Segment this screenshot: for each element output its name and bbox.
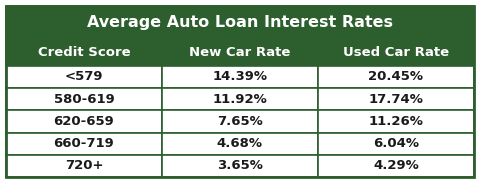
Bar bbox=[6, 6, 474, 39]
Bar bbox=[318, 88, 474, 110]
Bar bbox=[162, 39, 318, 66]
Bar bbox=[318, 132, 474, 155]
Bar bbox=[6, 132, 162, 155]
Text: Used Car Rate: Used Car Rate bbox=[343, 46, 449, 59]
Bar bbox=[6, 110, 162, 132]
Bar bbox=[318, 155, 474, 177]
Text: 11.26%: 11.26% bbox=[369, 115, 423, 128]
Text: 620-659: 620-659 bbox=[54, 115, 114, 128]
Bar bbox=[318, 39, 474, 66]
Text: 14.39%: 14.39% bbox=[212, 70, 267, 83]
Bar bbox=[318, 66, 474, 88]
Text: 3.65%: 3.65% bbox=[217, 159, 263, 172]
Text: Credit Score: Credit Score bbox=[37, 46, 130, 59]
Text: New Car Rate: New Car Rate bbox=[189, 46, 290, 59]
Text: 720+: 720+ bbox=[65, 159, 103, 172]
Text: 4.29%: 4.29% bbox=[373, 159, 419, 172]
Text: Average Auto Loan Interest Rates: Average Auto Loan Interest Rates bbox=[87, 15, 393, 30]
Text: 11.92%: 11.92% bbox=[212, 93, 267, 106]
Text: 6.04%: 6.04% bbox=[373, 137, 419, 150]
Text: 4.68%: 4.68% bbox=[217, 137, 263, 150]
Text: 580-619: 580-619 bbox=[54, 93, 114, 106]
Bar bbox=[162, 66, 318, 88]
Text: 17.74%: 17.74% bbox=[369, 93, 423, 106]
Bar bbox=[6, 39, 162, 66]
Bar bbox=[162, 132, 318, 155]
Bar bbox=[6, 66, 162, 88]
Bar bbox=[6, 88, 162, 110]
Text: <579: <579 bbox=[65, 70, 103, 83]
Bar bbox=[6, 155, 162, 177]
Text: 20.45%: 20.45% bbox=[368, 70, 423, 83]
Text: 660-719: 660-719 bbox=[54, 137, 114, 150]
Bar bbox=[162, 155, 318, 177]
Bar bbox=[162, 88, 318, 110]
Text: 7.65%: 7.65% bbox=[217, 115, 263, 128]
Bar bbox=[318, 110, 474, 132]
Bar bbox=[162, 110, 318, 132]
